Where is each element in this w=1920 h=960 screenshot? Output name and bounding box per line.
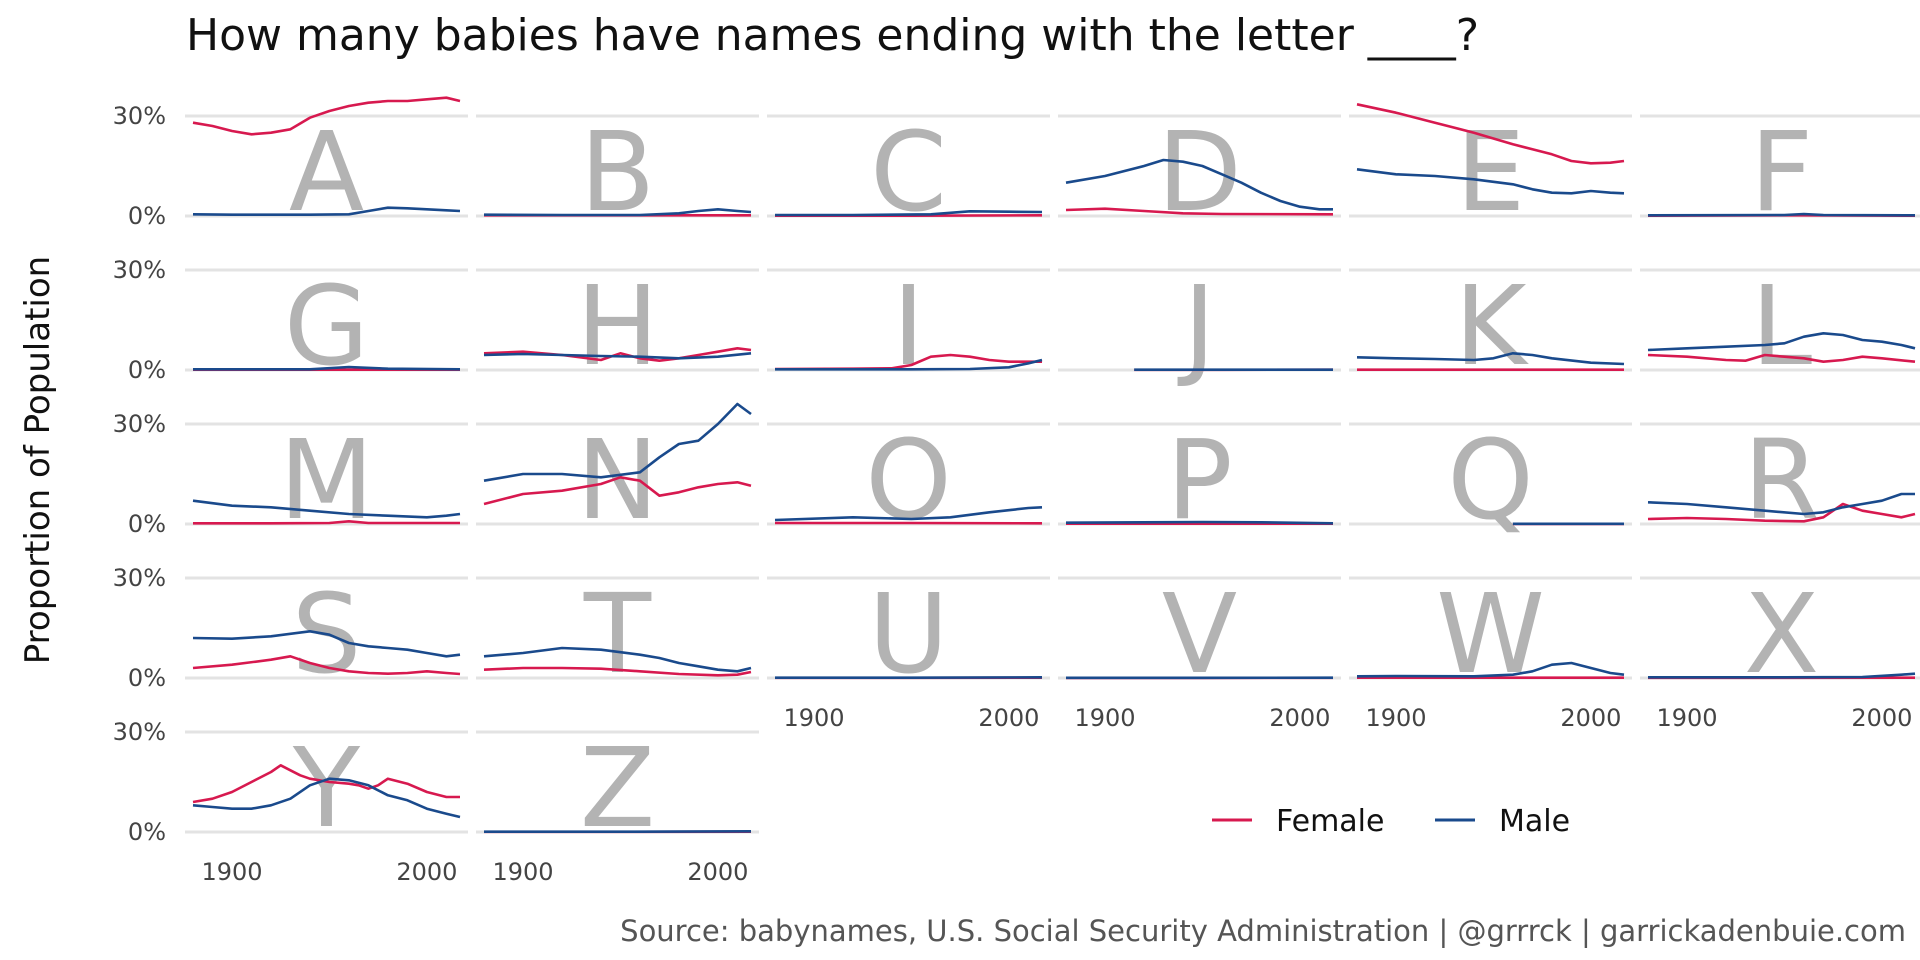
ytick-label-s-0: 0% xyxy=(128,664,166,692)
facet-letter-r: R xyxy=(1743,416,1819,544)
facet-letter-d: D xyxy=(1157,108,1242,236)
series-line-w-male xyxy=(1356,661,1625,678)
series-line-a-female xyxy=(192,96,461,136)
series-line-e-female xyxy=(1356,103,1625,165)
facet-letter-n: N xyxy=(576,416,658,544)
series-line-s-female xyxy=(192,654,461,676)
series-line-d-male xyxy=(1065,158,1333,211)
facet-letter-e: E xyxy=(1456,108,1526,236)
xtick-label-w-0: 1900 xyxy=(1365,704,1426,732)
xtick-label-y-0: 1900 xyxy=(201,858,262,886)
facet-letter-i: I xyxy=(892,262,924,390)
series-line-h-male xyxy=(483,352,752,360)
series-line-i-male xyxy=(775,358,1043,371)
facet-letter-a: A xyxy=(289,108,364,236)
series-line-g-male xyxy=(193,365,461,371)
facet-letter-h: H xyxy=(576,262,659,390)
xtick-label-u-0: 1900 xyxy=(783,704,844,732)
series-line-k-male xyxy=(1356,351,1625,366)
series-line-e-male xyxy=(1356,168,1625,195)
series-line-y-female xyxy=(192,763,460,804)
xtick-label-u-1: 2000 xyxy=(978,704,1039,732)
series-line-l-female xyxy=(1647,353,1916,364)
series-line-x-male xyxy=(1648,672,1916,679)
series-line-c-male xyxy=(775,210,1043,217)
ytick-label-y-0: 0% xyxy=(128,818,166,846)
series-line-b-male xyxy=(483,208,752,217)
xtick-label-v-0: 1900 xyxy=(1074,704,1135,732)
ytick-label-s-1: 30% xyxy=(113,564,166,592)
series-line-s-male xyxy=(192,629,461,658)
series-line-d-female xyxy=(1065,207,1334,216)
xtick-label-z-0: 1900 xyxy=(492,858,553,886)
series-line-t-male xyxy=(483,646,752,673)
facet-letter-o: O xyxy=(865,416,952,544)
ytick-label-g-0: 0% xyxy=(128,356,166,384)
source-caption: Source: babynames, U.S. Social Security … xyxy=(620,914,1906,948)
legend-label-female: Female xyxy=(1276,804,1384,839)
series-line-n-male xyxy=(483,402,752,482)
xtick-label-y-1: 2000 xyxy=(396,858,457,886)
facet-letter-l: L xyxy=(1751,262,1812,390)
ytick-label-a-1: 30% xyxy=(113,102,166,130)
xtick-label-x-1: 2000 xyxy=(1851,704,1912,732)
ytick-label-m-1: 30% xyxy=(113,410,166,438)
xtick-label-x-0: 1900 xyxy=(1656,704,1717,732)
series-line-y-male xyxy=(192,777,461,819)
xtick-label-z-1: 2000 xyxy=(687,858,748,886)
series-line-f-male xyxy=(1647,212,1916,217)
series-line-o-male xyxy=(774,506,1043,522)
series-line-a-male xyxy=(192,206,461,216)
series-line-n-female xyxy=(483,475,752,506)
series-line-r-male xyxy=(1647,492,1915,516)
facet-letter-f: F xyxy=(1750,108,1813,236)
series-line-m-female xyxy=(193,519,460,525)
series-line-m-male xyxy=(192,499,461,519)
series-line-p-male xyxy=(1065,520,1334,525)
ytick-label-g-1: 30% xyxy=(113,256,166,284)
facet-letter-b: B xyxy=(580,108,655,236)
ytick-label-a-0: 0% xyxy=(128,202,166,230)
xtick-label-w-1: 2000 xyxy=(1560,704,1621,732)
ytick-label-m-0: 0% xyxy=(128,510,166,538)
xtick-label-v-1: 2000 xyxy=(1269,704,1330,732)
facet-letter-m: M xyxy=(279,416,374,544)
legend-label-male: Male xyxy=(1499,804,1570,839)
facet-letter-y: Y xyxy=(292,724,361,852)
ytick-label-y-1: 30% xyxy=(113,718,166,746)
series-line-r-female xyxy=(1647,502,1916,523)
facet-letter-t: T xyxy=(583,570,652,698)
series-line-l-male xyxy=(1647,331,1916,352)
chart-title: How many babies have names ending with t… xyxy=(186,10,1480,61)
series-line-t-female xyxy=(483,666,752,677)
